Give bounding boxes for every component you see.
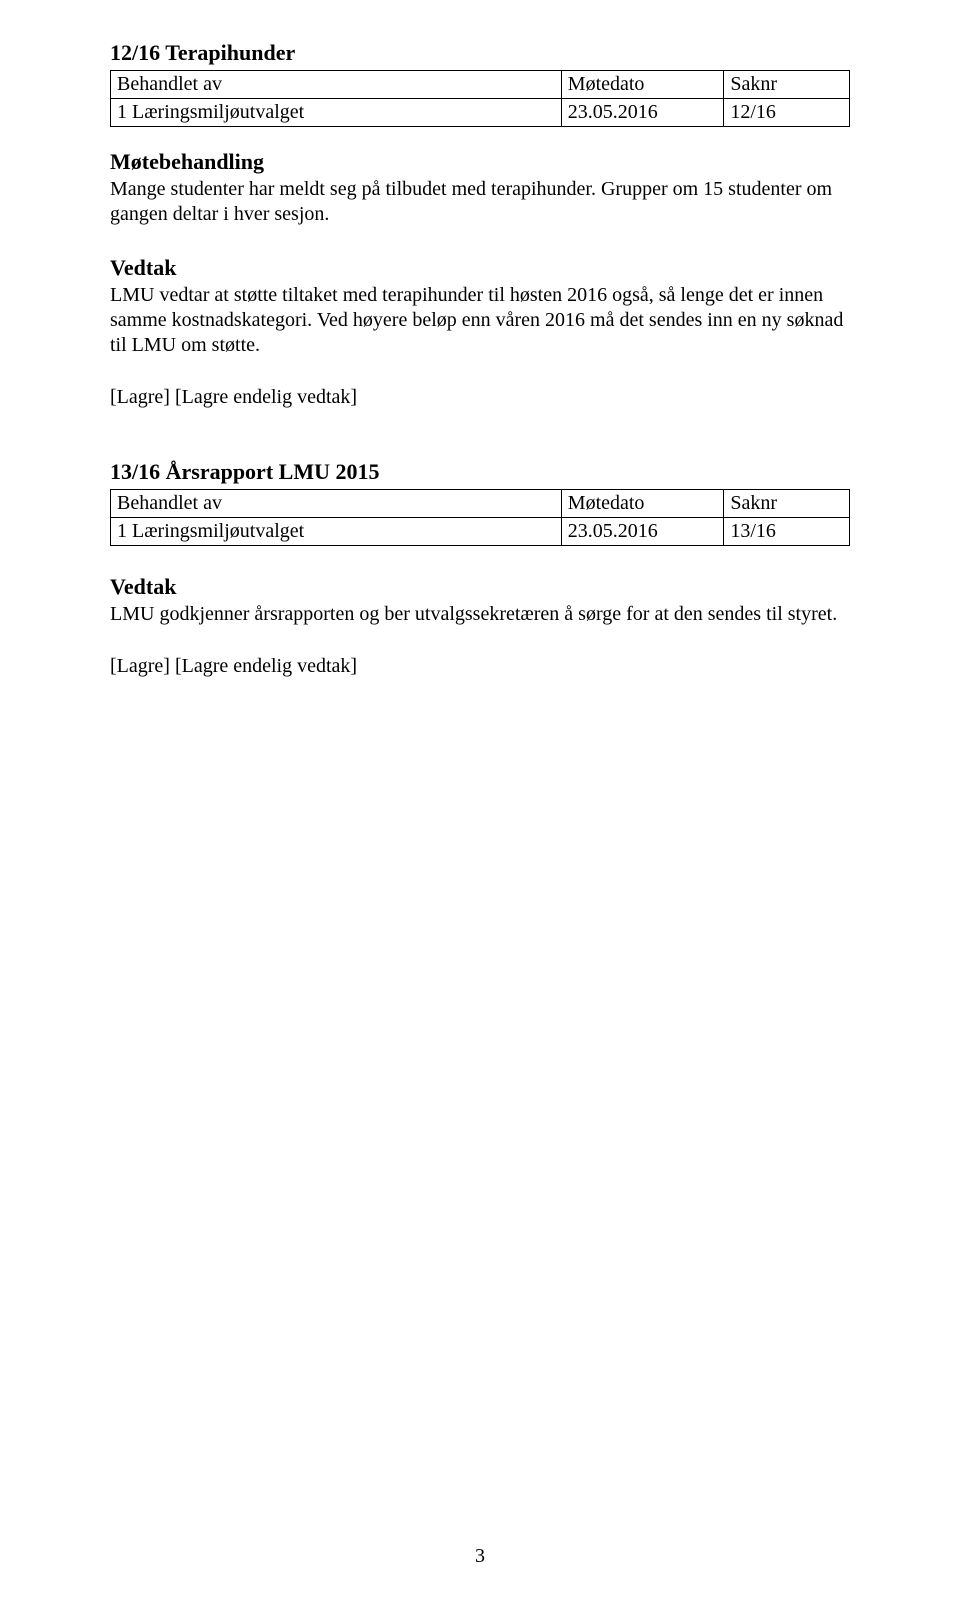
section2-td-0-2: 13/16 <box>724 518 850 546</box>
table-row: 1 Læringsmiljøutvalget 23.05.2016 12/16 <box>111 99 850 127</box>
section1-th-0: Behandlet av <box>111 71 562 99</box>
table-row: 1 Læringsmiljøutvalget 23.05.2016 13/16 <box>111 518 850 546</box>
section2-vedtak-body: LMU godkjenner årsrapporten og ber utval… <box>110 602 850 627</box>
table-row: Behandlet av Møtedato Saknr <box>111 71 850 99</box>
section2-vedtak-label: Vedtak <box>110 574 850 600</box>
section1-td-0-0: 1 Læringsmiljøutvalget <box>111 99 562 127</box>
section1-save-line: [Lagre] [Lagre endelig vedtak] <box>110 386 850 409</box>
section2-th-1: Møtedato <box>561 490 724 518</box>
section1-subhead: Møtebehandling <box>110 149 850 175</box>
section1-th-1: Møtedato <box>561 71 724 99</box>
section2-save-line: [Lagre] [Lagre endelig vedtak] <box>110 655 850 678</box>
section1-td-0-1: 23.05.2016 <box>561 99 724 127</box>
section2-heading: 13/16 Årsrapport LMU 2015 <box>110 459 850 485</box>
page-number: 3 <box>0 1545 960 1568</box>
section1-vedtak-label: Vedtak <box>110 255 850 281</box>
section1-table: Behandlet av Møtedato Saknr 1 Læringsmil… <box>110 70 850 127</box>
section2-table: Behandlet av Møtedato Saknr 1 Læringsmil… <box>110 489 850 546</box>
section2-td-0-0: 1 Læringsmiljøutvalget <box>111 518 562 546</box>
section1-heading: 12/16 Terapihunder <box>110 40 850 66</box>
section2-th-0: Behandlet av <box>111 490 562 518</box>
section1-th-2: Saknr <box>724 71 850 99</box>
section2-td-0-1: 23.05.2016 <box>561 518 724 546</box>
section1-td-0-2: 12/16 <box>724 99 850 127</box>
section2-th-2: Saknr <box>724 490 850 518</box>
section1-vedtak-body: LMU vedtar at støtte tiltaket med terapi… <box>110 283 850 358</box>
page: 12/16 Terapihunder Behandlet av Møtedato… <box>0 0 960 1608</box>
section1-body: Mange studenter har meldt seg på tilbude… <box>110 177 850 227</box>
table-row: Behandlet av Møtedato Saknr <box>111 490 850 518</box>
